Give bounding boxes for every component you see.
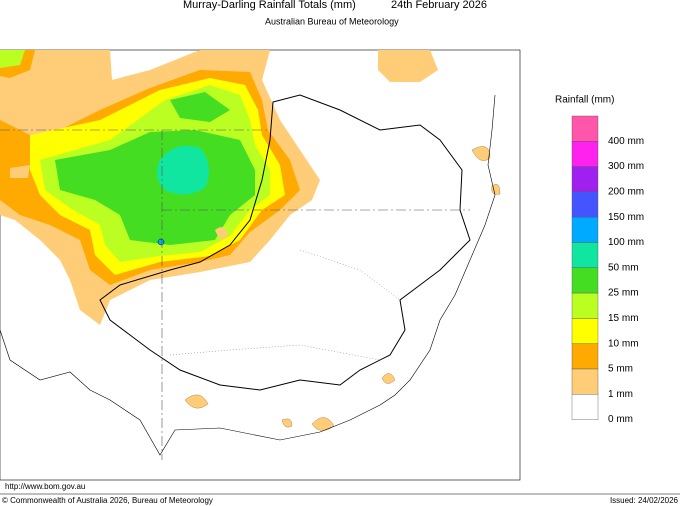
- legend-label: 10 mm: [608, 338, 639, 349]
- legend-swatch: [571, 318, 599, 344]
- legend-label: 25 mm: [608, 288, 639, 299]
- legend-label: 100 mm: [608, 237, 644, 248]
- legend-label: 200 mm: [608, 187, 644, 198]
- title: Murray-Darling Rainfall Totals (mm): [183, 0, 356, 11]
- legend-swatch: [571, 242, 599, 268]
- legend-swatch: [571, 166, 599, 193]
- legend-label: 150 mm: [608, 212, 644, 223]
- legend-label: 15 mm: [608, 313, 639, 324]
- legend-swatch: [571, 394, 599, 420]
- legend-label: 50 mm: [608, 262, 639, 273]
- legend-label: 1 mm: [608, 389, 633, 400]
- issued: Issued: 24/02/2026: [610, 496, 679, 505]
- copyright: © Commonwealth of Australia 2026, Bureau…: [2, 496, 213, 505]
- legend-swatch: [571, 343, 599, 370]
- subtitle: Australian Bureau of Meteorology: [265, 16, 399, 26]
- legend-title: Rainfall (mm): [555, 95, 614, 106]
- legend-swatch: [571, 141, 599, 167]
- legend-swatch: [571, 115, 599, 142]
- date: 24th February 2026: [391, 0, 487, 11]
- legend-label: 0 mm: [608, 414, 633, 425]
- legend-label: 400 mm: [608, 136, 644, 147]
- url: http://www.bom.gov.au: [5, 482, 85, 491]
- map: [0, 49, 521, 481]
- legend-swatch: [571, 368, 599, 395]
- legend: 400 mm 300 mm 200 mm 150 mm 100 mm 50 mm 25 mm…: [571, 115, 644, 425]
- legend-swatch: [571, 292, 599, 319]
- legend-swatch: [571, 216, 599, 243]
- legend-swatch: [571, 267, 599, 294]
- legend-label: 300 mm: [608, 161, 644, 172]
- legend-label: 5 mm: [608, 364, 633, 375]
- legend-swatch: [571, 191, 599, 218]
